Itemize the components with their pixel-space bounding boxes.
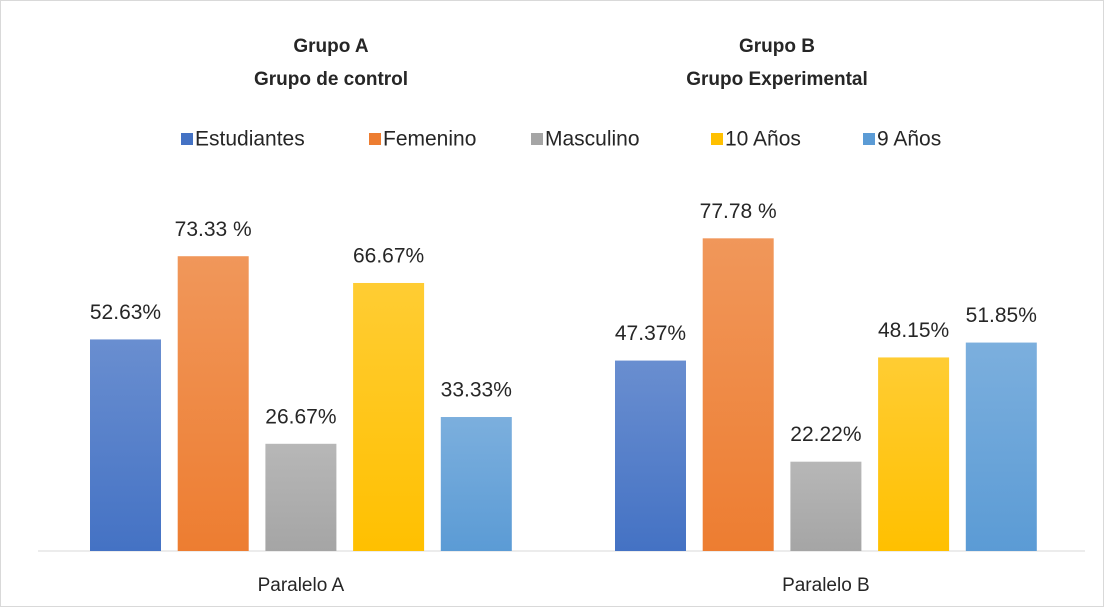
bar [615,360,686,551]
group-title: Grupo Experimental [686,69,868,90]
bar [878,357,950,551]
group-title: Grupo de control [254,69,408,90]
bar [702,238,774,551]
data-label: 73.33 % [175,218,252,241]
data-label: 52.63% [90,301,161,324]
legend-swatch [181,133,193,145]
data-label: 26.67% [265,405,336,428]
bar [177,256,249,551]
legend-swatch [531,133,543,145]
bar [90,339,161,551]
legend-label: Estudiantes [195,128,305,151]
bar [440,417,512,551]
group-title: Grupo A [293,36,369,57]
legend-swatch [863,133,875,145]
bar [265,443,337,551]
bar [353,282,425,551]
x-tick-label: Paralelo A [258,575,345,596]
data-label: 66.67% [353,245,424,268]
data-label: 33.33% [441,379,512,402]
legend-label: Femenino [383,128,476,151]
data-label: 47.37% [615,322,686,345]
bar [790,461,862,551]
legend-label: Masculino [545,128,640,151]
x-tick-label: Paralelo B [782,575,870,596]
data-label: 77.78 % [700,200,777,223]
legend-label: 10 Años [725,128,801,151]
bar [965,342,1037,551]
legend-label: 9 Años [877,128,941,151]
data-label: 22.22% [790,423,861,446]
data-label: 51.85% [966,304,1037,327]
data-label: 48.15% [878,319,949,342]
group-title: Grupo B [739,36,815,57]
legend-swatch [711,133,723,145]
legend-swatch [369,133,381,145]
